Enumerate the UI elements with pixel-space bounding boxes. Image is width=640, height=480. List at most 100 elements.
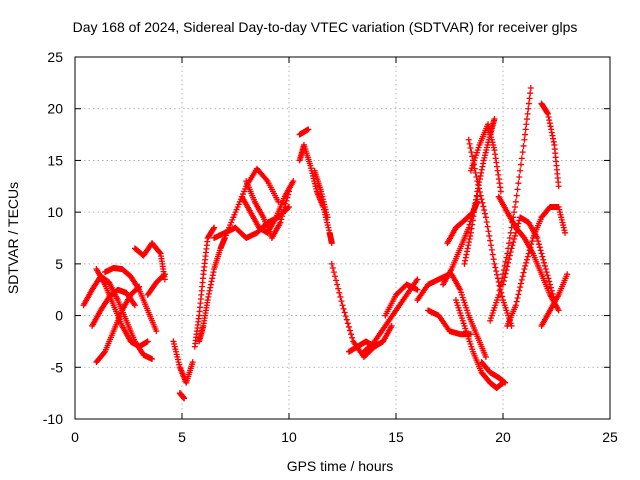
data-point bbox=[546, 278, 553, 285]
data-point bbox=[548, 287, 555, 294]
data-point bbox=[284, 205, 291, 212]
data-point bbox=[161, 272, 168, 279]
data-point bbox=[507, 248, 514, 255]
data-point bbox=[505, 259, 512, 266]
data-point bbox=[518, 155, 525, 162]
axis-ticks: 0 5 10 15 20 25 -10 -5 0 5 10 15 20 25 bbox=[43, 49, 618, 445]
series-track-16 bbox=[296, 126, 312, 138]
data-point bbox=[555, 307, 562, 314]
data-point bbox=[519, 149, 526, 156]
data-point bbox=[474, 178, 481, 185]
data-point bbox=[479, 199, 486, 206]
data-point bbox=[506, 252, 513, 259]
data-point bbox=[539, 253, 546, 260]
data-point bbox=[490, 256, 497, 263]
data-point bbox=[473, 173, 480, 180]
data-point bbox=[156, 249, 163, 256]
data-point bbox=[520, 142, 527, 149]
data-point bbox=[522, 126, 529, 133]
data-point bbox=[515, 220, 522, 227]
data-point bbox=[513, 192, 520, 199]
x-tick-label: 5 bbox=[178, 429, 186, 445]
data-point bbox=[523, 116, 530, 123]
data-point bbox=[279, 213, 286, 220]
data-point bbox=[349, 334, 356, 341]
data-point bbox=[283, 197, 290, 204]
data-point bbox=[471, 165, 478, 172]
x-tick-label: 25 bbox=[602, 429, 618, 445]
data-point bbox=[484, 223, 491, 230]
y-axis-label: SDTVAR / TECUs bbox=[5, 182, 21, 294]
series-track-15 bbox=[243, 178, 292, 241]
series-track-21 bbox=[360, 276, 421, 355]
data-point bbox=[547, 284, 554, 291]
series-track-37 bbox=[538, 100, 562, 190]
data-point bbox=[330, 269, 337, 276]
data-point bbox=[515, 180, 522, 187]
data-point bbox=[482, 210, 489, 217]
data-point bbox=[344, 320, 351, 327]
data-point bbox=[481, 207, 488, 214]
series-track-23 bbox=[414, 271, 453, 304]
data-point bbox=[476, 188, 483, 195]
data-point bbox=[526, 95, 533, 102]
data-point bbox=[328, 260, 335, 267]
series-track-11 bbox=[196, 235, 228, 345]
x-tick-label: 0 bbox=[71, 429, 79, 445]
data-point bbox=[513, 226, 520, 233]
data-point bbox=[482, 353, 489, 360]
data-point bbox=[263, 176, 270, 183]
data-point bbox=[467, 145, 474, 152]
data-point bbox=[414, 276, 421, 283]
data-point bbox=[282, 200, 289, 207]
data-point bbox=[562, 229, 569, 236]
data-point bbox=[527, 90, 534, 97]
data-point bbox=[522, 131, 529, 138]
data-point bbox=[101, 349, 108, 356]
data-point bbox=[504, 263, 511, 270]
series-track-19 bbox=[328, 260, 378, 360]
series-track-04 bbox=[101, 264, 160, 335]
data-point bbox=[280, 207, 287, 214]
data-point bbox=[500, 277, 507, 284]
data-point bbox=[465, 224, 472, 231]
x-axis-label: GPS time / hours bbox=[287, 458, 394, 474]
data-point bbox=[149, 356, 156, 363]
data-point bbox=[521, 266, 528, 273]
data-point bbox=[486, 232, 493, 239]
data-point bbox=[496, 282, 503, 289]
data-point bbox=[341, 309, 348, 316]
data-point bbox=[549, 290, 556, 297]
data-point bbox=[523, 259, 530, 266]
data-point bbox=[131, 300, 138, 307]
data-point bbox=[334, 281, 341, 288]
data-point bbox=[277, 219, 284, 226]
data-point bbox=[515, 291, 522, 298]
series-track-13 bbox=[221, 165, 282, 241]
data-point bbox=[524, 253, 531, 260]
data-point bbox=[513, 298, 520, 305]
data-point bbox=[540, 256, 547, 263]
data-point bbox=[497, 188, 504, 195]
data-point bbox=[478, 196, 485, 203]
data-point bbox=[482, 214, 489, 221]
data-point bbox=[342, 313, 349, 320]
data-point bbox=[510, 239, 517, 246]
data-point bbox=[517, 167, 524, 174]
data-point bbox=[466, 140, 473, 147]
data-point bbox=[492, 264, 499, 271]
data-point bbox=[517, 280, 524, 287]
y-tick-label: 20 bbox=[47, 101, 63, 117]
data-point bbox=[536, 244, 543, 251]
data-point bbox=[275, 198, 282, 205]
y-tick-label: -10 bbox=[43, 411, 63, 427]
data-point bbox=[526, 247, 533, 254]
data-point bbox=[525, 250, 532, 257]
data-point bbox=[329, 264, 336, 271]
data-point bbox=[511, 209, 518, 216]
data-point bbox=[285, 191, 292, 198]
data-point bbox=[529, 238, 536, 245]
data-point bbox=[278, 216, 285, 223]
data-point bbox=[502, 379, 509, 386]
